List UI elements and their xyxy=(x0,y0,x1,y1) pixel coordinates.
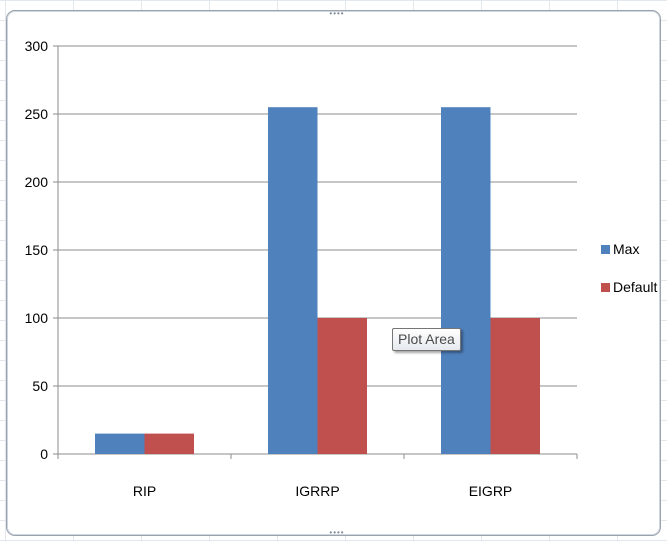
legend-swatch-default xyxy=(601,283,610,292)
y-tick-label: 0 xyxy=(40,446,48,462)
y-tick-label: 200 xyxy=(25,174,49,190)
x-tick-label: IGRRP xyxy=(295,483,339,499)
bar-default-rip[interactable] xyxy=(144,433,195,454)
bar-max-igrrp[interactable] xyxy=(268,107,318,454)
bar-max-eigrp[interactable] xyxy=(441,107,491,454)
x-tick-label: EIGRP xyxy=(469,483,513,499)
legend-label-default: Default xyxy=(613,279,657,295)
y-tick-label: 300 xyxy=(25,38,49,54)
chart-object[interactable]: •••• 0 50 100 150 200 250 300 RIP IGRRP EIGRP Max D… xyxy=(6,10,661,536)
bar-chart: 0 50 100 150 200 250 300 RIP IGRRP EIGRP Max Defaul… xyxy=(25,38,658,499)
y-tick-label: 100 xyxy=(25,310,49,326)
x-tick-label: RIP xyxy=(133,483,156,499)
y-tick-label: 250 xyxy=(25,106,49,122)
bar-default-eigrp[interactable] xyxy=(490,318,541,454)
bar-default-igrrp[interactable] xyxy=(317,318,368,454)
resize-handle-top[interactable]: •••• xyxy=(329,10,345,18)
legend-label-max: Max xyxy=(613,241,639,257)
plot-area-tooltip: Plot Area xyxy=(392,328,461,351)
resize-handle-bottom[interactable]: •••• xyxy=(329,528,345,536)
legend-swatch-max xyxy=(601,245,610,254)
bar-max-rip[interactable] xyxy=(95,433,145,454)
y-tick-label: 50 xyxy=(32,378,48,394)
y-tick-label: 150 xyxy=(25,242,49,258)
